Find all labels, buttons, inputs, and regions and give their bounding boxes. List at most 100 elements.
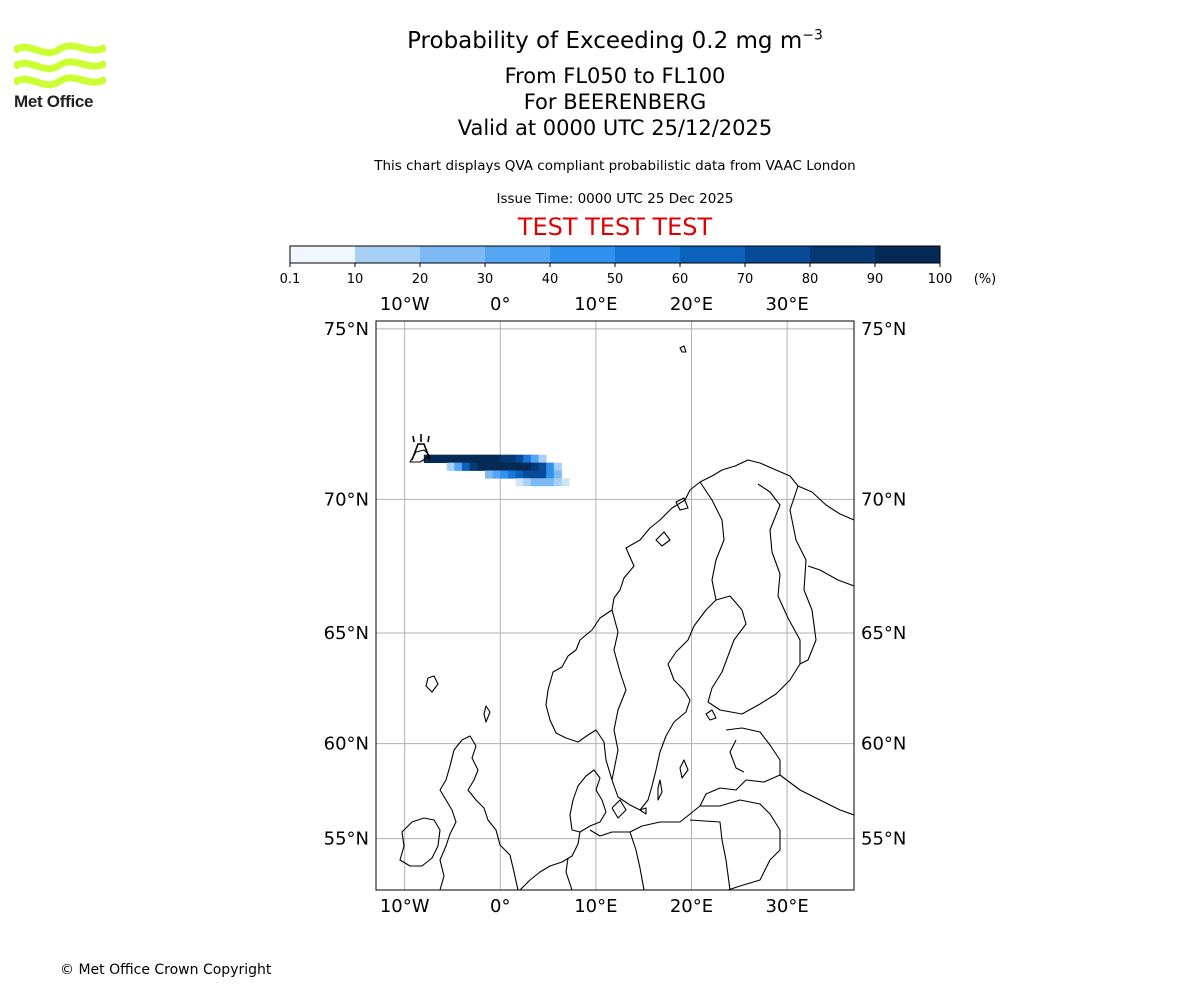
coast-gotland [679, 759, 689, 779]
lon-label-bottom: 30°E [765, 896, 808, 917]
coast-shetland [483, 705, 491, 723]
logo-waves [14, 42, 106, 89]
coast-bornholm [639, 807, 647, 815]
valid-time: Valid at 0000 UTC 25/12/2025 [457, 116, 773, 140]
colorbar-segment-8 [810, 246, 876, 263]
coast-sweden-east [639, 595, 743, 811]
colorbar: 0.1 10 20 30 40 50 60 70 80 90 100 (%) [280, 245, 997, 287]
plume-cell [492, 454, 501, 464]
chart-title-exponent: −3 [802, 27, 823, 44]
colorbar-segment-2 [420, 246, 486, 263]
lat-label-left: 65°N [324, 623, 369, 644]
coast-ireland [399, 817, 441, 867]
plume-cell [515, 478, 524, 487]
plume-cell [523, 478, 532, 487]
lat-label-right: 55°N [861, 829, 906, 850]
plume-cell [523, 462, 532, 471]
coast-zealand [611, 799, 627, 819]
lon-label-bottom: 10°E [574, 896, 617, 917]
volcano-marker-icon [411, 434, 431, 461]
plume-cell [546, 478, 555, 487]
plume-cell [462, 454, 471, 464]
plume-cell [446, 462, 455, 471]
plume-cell [530, 454, 539, 464]
plume-cell [454, 462, 463, 471]
plume-cell [446, 454, 455, 464]
lon-label-top: 20°E [670, 294, 713, 315]
map: 10°W 10°W 0° 0° 10°E 10°E 20°E 20°E 30°E 30°E 75°N… [324, 294, 907, 917]
plume-cell [454, 454, 463, 464]
coast-scandinavia [547, 459, 854, 691]
colorbar-tick-label: 40 [542, 272, 559, 287]
lon-label-bottom: 0° [490, 896, 510, 917]
logo-text: Met Office [14, 92, 94, 111]
plume-cell [553, 462, 562, 471]
plume-cell [538, 478, 547, 487]
colorbar-tick-label: 20 [412, 272, 429, 287]
colorbar-tick-label: 100 [928, 272, 953, 287]
level-range: From FL050 to FL100 [504, 64, 726, 88]
coast-vesteralen [675, 497, 689, 511]
lat-label-left: 75°N [324, 319, 369, 340]
colorbar-unit: (%) [974, 272, 997, 287]
plume-cell [469, 454, 478, 464]
lat-label-right: 70°N [861, 489, 906, 510]
coast-oland [657, 779, 663, 801]
copyright-footer: © Met Office Crown Copyright [60, 962, 272, 978]
plume-cell [507, 470, 516, 479]
plume-cell [484, 470, 494, 479]
coast-great-britain [461, 735, 519, 890]
lat-label-right: 65°N [861, 623, 906, 644]
border-lithuania [700, 799, 781, 890]
volcano-name: For BEERENBERG [523, 90, 707, 114]
plume-cell [477, 462, 486, 471]
plume-cell [507, 462, 516, 471]
border-poland [629, 831, 645, 890]
colorbar-segment-6 [680, 246, 746, 263]
chart-title-text: Probability of Exceeding 0.2 mg m [407, 28, 803, 54]
plume-cell [530, 470, 539, 479]
plume-cell [538, 462, 547, 471]
chart-title: Probability of Exceeding 0.2 mg m−3 [240, 28, 990, 54]
colorbar-segment-3 [485, 246, 551, 263]
coast-great-britain-west [439, 739, 463, 890]
volcano-plume-left [412, 435, 415, 443]
colorbar-tick-label: 90 [867, 272, 884, 287]
plume-cell [530, 462, 539, 471]
border-sweden-norway [611, 609, 627, 781]
coast-norway-south [545, 689, 641, 811]
colorbar-segment-0 [290, 246, 356, 263]
plume-cell [492, 462, 501, 471]
lon-label-top: 30°E [765, 294, 808, 315]
lat-label-left: 70°N [324, 489, 369, 510]
plume-cell [523, 470, 532, 479]
coast-bear-island [679, 345, 687, 353]
plume-cell [492, 470, 501, 479]
lon-label-top: 10°W [380, 294, 430, 315]
volcano-cone [411, 443, 431, 461]
lat-label-left: 60°N [324, 734, 369, 755]
colorbar-tick-label: 80 [802, 272, 819, 287]
coast-baltic [629, 727, 781, 833]
logo-wave-2 [14, 58, 106, 73]
colorbar-segment-4 [550, 246, 616, 263]
coast-finland [707, 483, 801, 715]
coast-lofoten [655, 531, 671, 547]
plume-cell [462, 462, 471, 471]
plume-cell [469, 462, 478, 471]
border-sweden-finland [699, 481, 725, 601]
coast-gulf-riga [729, 739, 745, 773]
plume-cell [484, 454, 494, 464]
subtitle: This chart displays QVA compliant probab… [374, 158, 856, 174]
plume-cell [561, 478, 570, 487]
ash-plume [423, 454, 570, 487]
plume-cell [538, 470, 547, 479]
colorbar-segment-9 [875, 246, 941, 263]
lat-label-right: 60°N [861, 734, 906, 755]
colorbar-tick-label: 70 [737, 272, 754, 287]
logo-wave-1 [14, 42, 106, 57]
coast-faroes [425, 675, 439, 693]
border-germany [565, 857, 573, 890]
colorbar-tick-label: 0.1 [280, 272, 301, 287]
